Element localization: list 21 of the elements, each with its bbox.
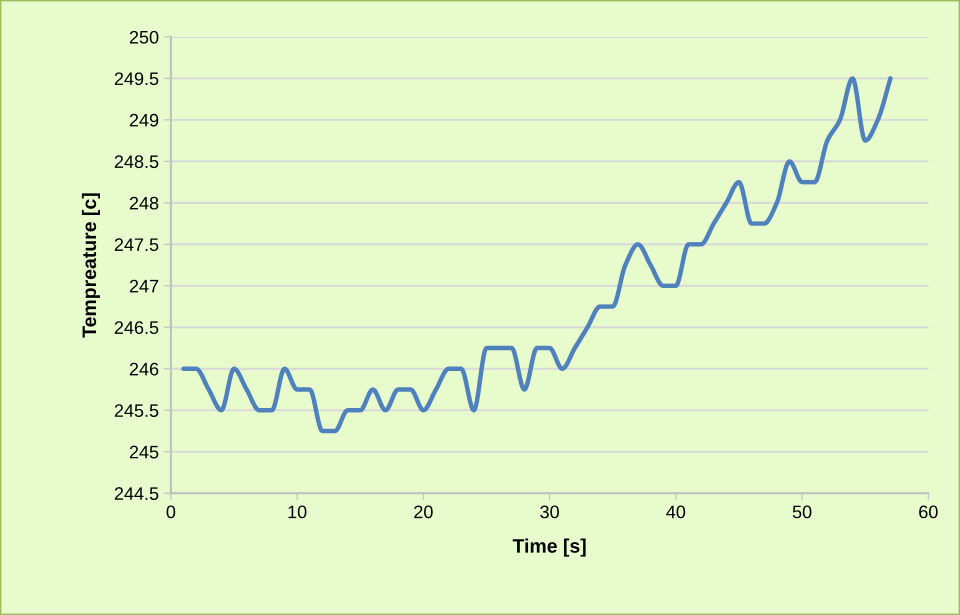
x-tick-label: 0 bbox=[166, 506, 176, 518]
y-tick-label: 245 bbox=[130, 446, 158, 458]
x-tick-label: 50 bbox=[792, 506, 812, 518]
y-tick-label: 250 bbox=[130, 30, 158, 44]
y-tick-label: 249 bbox=[130, 114, 158, 127]
y-tick-label: 245.5 bbox=[114, 404, 158, 417]
y-tick-label: 246.5 bbox=[114, 321, 158, 334]
x-tick-label: 30 bbox=[540, 506, 559, 518]
x-axis-title: Time [s] bbox=[512, 538, 586, 557]
y-axis-title: Tempreature [c] bbox=[82, 193, 100, 338]
x-tick-label: 40 bbox=[666, 506, 686, 518]
y-tick-label: 248 bbox=[130, 196, 158, 210]
y-tick-label: 248.5 bbox=[114, 155, 158, 168]
y-tick-label: 247.5 bbox=[114, 238, 158, 252]
x-tick-label: 60 bbox=[919, 506, 938, 518]
y-tick-label: 246 bbox=[130, 362, 158, 376]
y-tick-label: 244.5 bbox=[114, 487, 158, 500]
y-tick-label: 247 bbox=[130, 280, 158, 292]
x-tick-label: 20 bbox=[414, 506, 433, 518]
x-tick-label: 10 bbox=[288, 506, 306, 518]
y-tick-label: 249.5 bbox=[114, 72, 158, 86]
